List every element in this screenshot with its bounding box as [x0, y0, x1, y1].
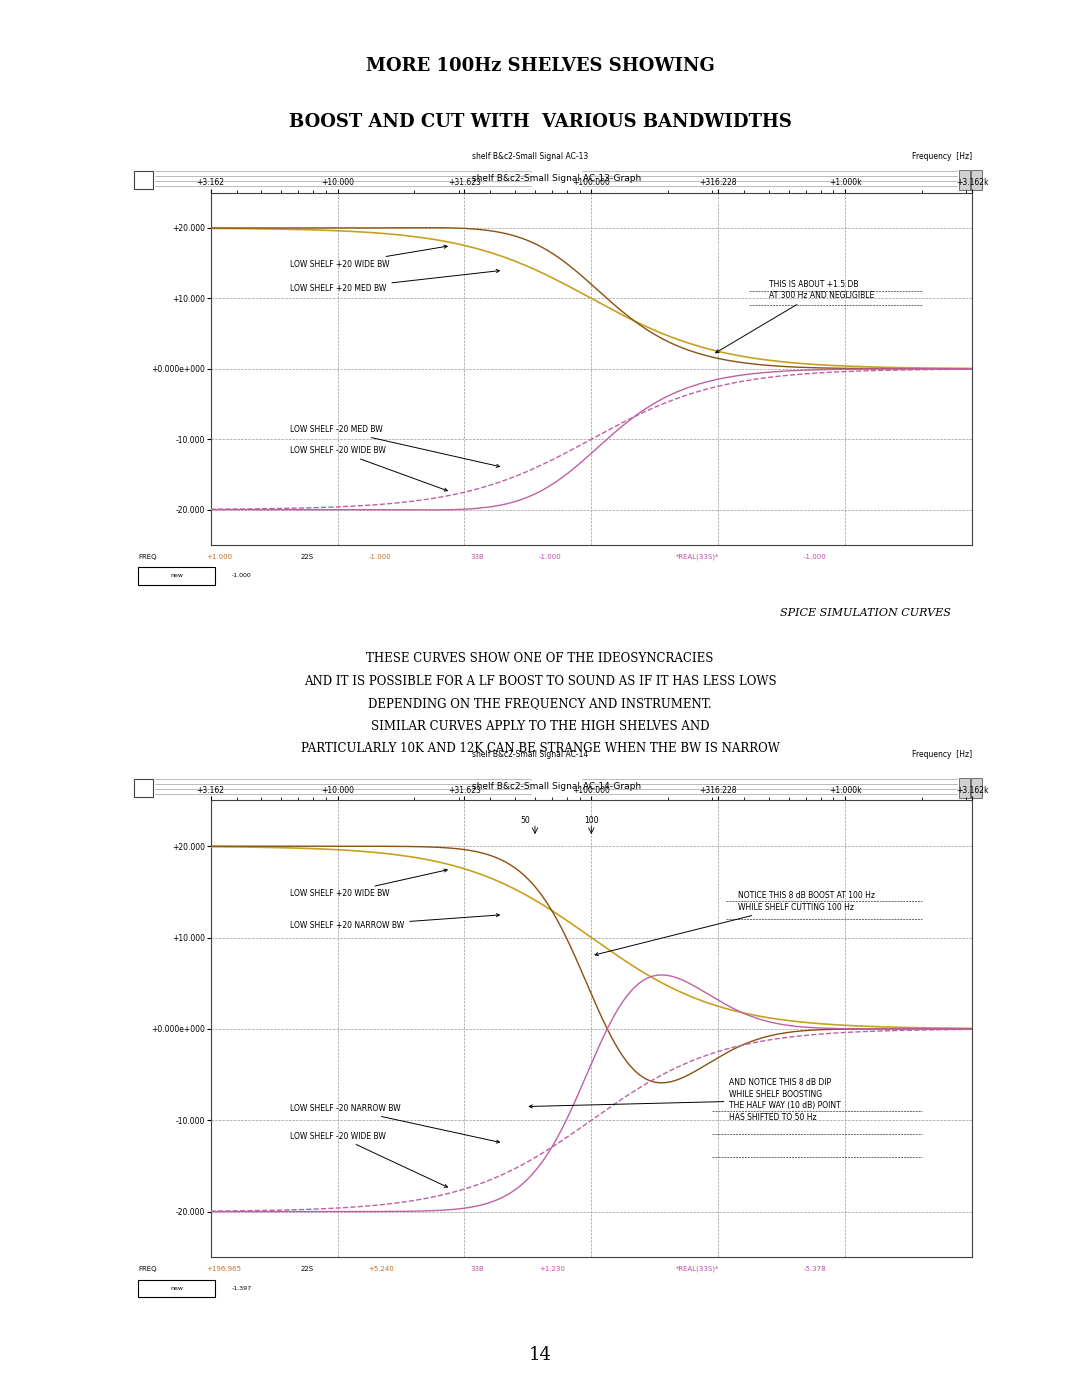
- Text: -1.397: -1.397: [232, 1285, 252, 1291]
- Text: new: new: [170, 573, 183, 578]
- Bar: [971, 778, 982, 798]
- Bar: [971, 170, 982, 190]
- Bar: [138, 1280, 215, 1296]
- Text: +1.230: +1.230: [539, 1266, 565, 1273]
- Text: 22S: 22S: [300, 1266, 313, 1273]
- Text: LOW SHELF -20 WIDE BW: LOW SHELF -20 WIDE BW: [291, 446, 447, 492]
- Text: 33B: 33B: [471, 553, 485, 560]
- Text: -1.000: -1.000: [539, 553, 562, 560]
- Bar: [134, 172, 152, 189]
- Text: 22S: 22S: [300, 553, 313, 560]
- Text: LOW SHELF +20 MED BW: LOW SHELF +20 MED BW: [291, 270, 499, 293]
- Text: LOW SHELF +20 NARROW BW: LOW SHELF +20 NARROW BW: [291, 914, 499, 930]
- Text: -1.000: -1.000: [232, 573, 252, 578]
- Text: LOW SHELF -20 WIDE BW: LOW SHELF -20 WIDE BW: [291, 1132, 447, 1187]
- Bar: [959, 778, 970, 798]
- Bar: [959, 170, 970, 190]
- Text: NOTICE THIS 8 dB BOOST AT 100 Hz
WHILE SHELF CUTTING 100 Hz: NOTICE THIS 8 dB BOOST AT 100 Hz WHILE S…: [595, 891, 876, 956]
- Text: +196.965: +196.965: [206, 1266, 242, 1273]
- Text: LOW SHELF +20 WIDE BW: LOW SHELF +20 WIDE BW: [291, 246, 447, 268]
- Text: -5.378: -5.378: [804, 1266, 826, 1273]
- Text: shelf B&c2-Small Signal AC-14: shelf B&c2-Small Signal AC-14: [472, 750, 589, 760]
- Text: *REAL(33S)*: *REAL(33S)*: [676, 1266, 719, 1273]
- Text: LOW SHELF +20 WIDE BW: LOW SHELF +20 WIDE BW: [291, 869, 447, 898]
- Text: +1.000: +1.000: [206, 553, 232, 560]
- Text: -1.000: -1.000: [804, 553, 826, 560]
- Text: THESE CURVES SHOW ONE OF THE IDEOSYNCRACIES: THESE CURVES SHOW ONE OF THE IDEOSYNCRAC…: [366, 652, 714, 665]
- Text: LOW SHELF -20 MED BW: LOW SHELF -20 MED BW: [291, 425, 500, 468]
- Text: +5.240: +5.240: [368, 1266, 394, 1273]
- Text: 33B: 33B: [471, 1266, 485, 1273]
- Bar: [138, 567, 215, 584]
- Text: 50: 50: [521, 816, 530, 826]
- Text: Frequency  [Hz]: Frequency [Hz]: [912, 750, 972, 760]
- Text: DEPENDING ON THE FREQUENCY AND INSTRUMENT.: DEPENDING ON THE FREQUENCY AND INSTRUMEN…: [368, 697, 712, 710]
- Text: FREQ: FREQ: [138, 1266, 157, 1273]
- Text: SPICE SIMULATION CURVES: SPICE SIMULATION CURVES: [780, 608, 950, 619]
- Text: LOW SHELF -20 NARROW BW: LOW SHELF -20 NARROW BW: [291, 1104, 500, 1143]
- Text: shelf B&c2-Small Signal AC-13-Graph: shelf B&c2-Small Signal AC-13-Graph: [472, 175, 640, 183]
- Text: 14: 14: [528, 1347, 552, 1363]
- Text: THIS IS ABOUT +1.5 DB
AT 300 Hz AND NEGLIGIBLE: THIS IS ABOUT +1.5 DB AT 300 Hz AND NEGL…: [716, 279, 874, 353]
- Text: MORE 100Hz SHELVES SHOWING: MORE 100Hz SHELVES SHOWING: [366, 57, 714, 74]
- Text: shelf B&c2-Small Signal AC-14-Graph: shelf B&c2-Small Signal AC-14-Graph: [472, 782, 640, 791]
- Text: -1.000: -1.000: [368, 553, 391, 560]
- Text: 100: 100: [584, 816, 598, 826]
- Text: AND IT IS POSSIBLE FOR A LF BOOST TO SOUND AS IF IT HAS LESS LOWS: AND IT IS POSSIBLE FOR A LF BOOST TO SOU…: [303, 675, 777, 687]
- Text: shelf B&c2-Small Signal AC-13: shelf B&c2-Small Signal AC-13: [472, 152, 589, 161]
- Text: Frequency  [Hz]: Frequency [Hz]: [912, 152, 972, 161]
- Text: *REAL(33S)*: *REAL(33S)*: [676, 553, 719, 560]
- Text: AND NOTICE THIS 8 dB DIP
WHILE SHELF BOOSTING
THE HALF WAY (10 dB) POINT
HAS SHI: AND NOTICE THIS 8 dB DIP WHILE SHELF BOO…: [529, 1078, 841, 1122]
- Text: PARTICULARLY 10K AND 12K CAN BE STRANGE WHEN THE BW IS NARROW: PARTICULARLY 10K AND 12K CAN BE STRANGE …: [300, 742, 780, 756]
- Text: SIMILAR CURVES APPLY TO THE HIGH SHELVES AND: SIMILAR CURVES APPLY TO THE HIGH SHELVES…: [370, 719, 710, 733]
- Text: FREQ: FREQ: [138, 553, 157, 560]
- Text: new: new: [170, 1285, 183, 1291]
- Text: BOOST AND CUT WITH  VARIOUS BANDWIDTHS: BOOST AND CUT WITH VARIOUS BANDWIDTHS: [288, 113, 792, 131]
- Bar: [134, 780, 152, 796]
